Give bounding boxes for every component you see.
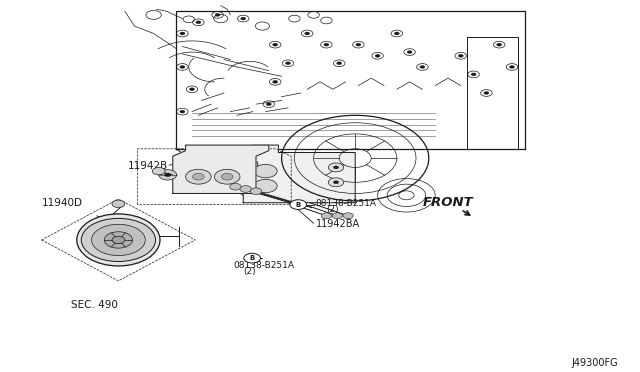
Circle shape [250, 188, 262, 195]
Text: 08138-B251A: 08138-B251A [234, 261, 294, 270]
Circle shape [332, 213, 342, 219]
Circle shape [240, 186, 252, 192]
Circle shape [458, 54, 463, 57]
Text: (2): (2) [243, 267, 256, 276]
Circle shape [509, 65, 515, 68]
Circle shape [321, 213, 332, 219]
Circle shape [394, 32, 399, 35]
Circle shape [290, 200, 307, 209]
Circle shape [337, 62, 342, 65]
Circle shape [189, 88, 195, 91]
Circle shape [273, 80, 278, 83]
Text: B: B [250, 255, 255, 261]
Circle shape [305, 32, 310, 35]
Text: 11942BA: 11942BA [316, 219, 360, 229]
Circle shape [230, 183, 241, 190]
Text: 08138-B251A: 08138-B251A [316, 199, 376, 208]
Circle shape [92, 224, 145, 256]
Text: B: B [296, 202, 301, 208]
Circle shape [333, 166, 339, 169]
Circle shape [497, 43, 502, 46]
Circle shape [254, 164, 277, 178]
Circle shape [333, 181, 339, 184]
Circle shape [471, 73, 476, 76]
Circle shape [244, 253, 260, 263]
Circle shape [193, 173, 204, 180]
Circle shape [214, 169, 240, 184]
Circle shape [241, 17, 246, 20]
Circle shape [180, 32, 185, 35]
Circle shape [356, 43, 361, 46]
Circle shape [375, 54, 380, 57]
Circle shape [152, 167, 165, 175]
Circle shape [81, 218, 156, 262]
Circle shape [273, 43, 278, 46]
Ellipse shape [77, 214, 160, 266]
Circle shape [164, 173, 171, 177]
Circle shape [254, 179, 277, 193]
Circle shape [186, 169, 211, 184]
Circle shape [324, 43, 329, 46]
Text: J49300FG: J49300FG [572, 358, 618, 368]
Circle shape [112, 236, 125, 244]
Text: FRONT: FRONT [422, 196, 473, 209]
Circle shape [484, 92, 489, 94]
Circle shape [328, 163, 344, 172]
Circle shape [215, 13, 220, 16]
Circle shape [407, 51, 412, 54]
Text: 11940: 11940 [227, 161, 260, 170]
Circle shape [180, 110, 185, 113]
Circle shape [221, 173, 233, 180]
Circle shape [420, 65, 425, 68]
Circle shape [285, 62, 291, 65]
Text: (2): (2) [326, 205, 339, 214]
Circle shape [266, 103, 271, 106]
Polygon shape [173, 145, 269, 193]
Circle shape [112, 200, 125, 208]
Circle shape [343, 213, 353, 219]
Circle shape [180, 65, 185, 68]
Circle shape [104, 232, 132, 248]
Text: SEC. 490: SEC. 490 [71, 300, 118, 310]
Text: 11940D: 11940D [42, 198, 83, 208]
Circle shape [328, 178, 344, 187]
Circle shape [196, 21, 201, 24]
Polygon shape [243, 145, 355, 203]
Circle shape [159, 170, 177, 180]
Text: 11942B: 11942B [128, 161, 168, 170]
